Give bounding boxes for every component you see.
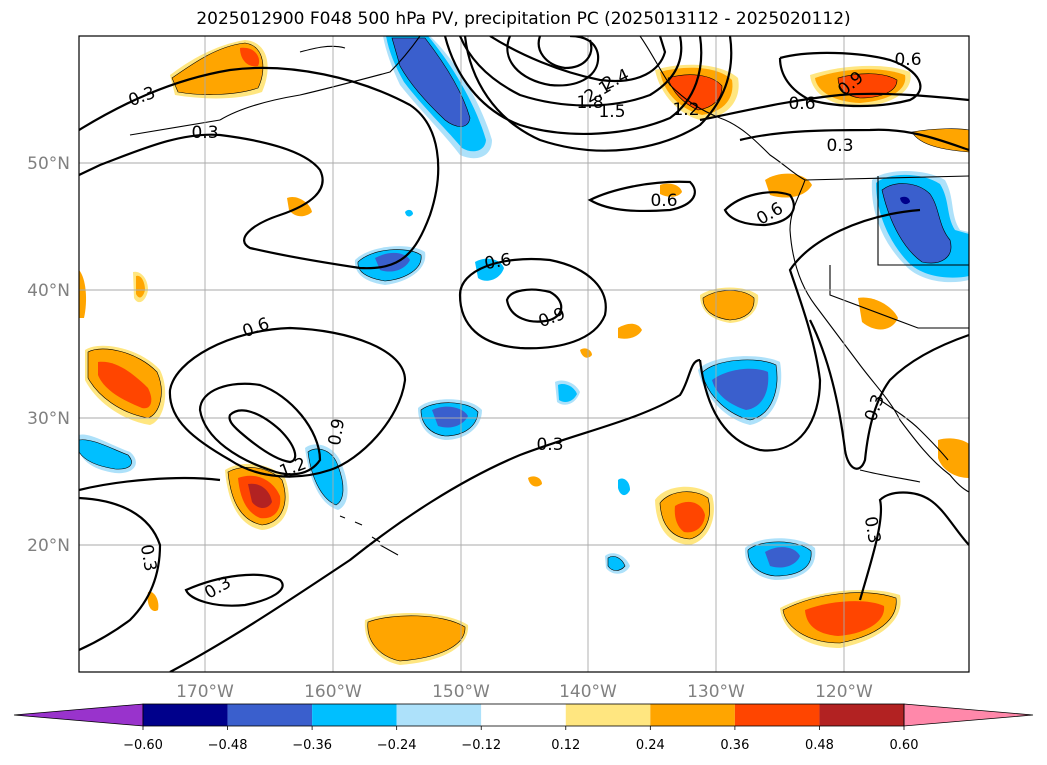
contour-label: 0.6 <box>894 50 921 70</box>
positive-anomaly-shading <box>79 40 969 665</box>
contour-label: 0.6 <box>650 191 677 211</box>
contour-label: 0.9 <box>325 417 349 447</box>
contour-label: 1.2 <box>672 100 699 120</box>
colorbar-segment <box>819 704 904 726</box>
colorbar-extend-high <box>903 703 1034 727</box>
lon-label: 120°W <box>815 682 873 702</box>
colorbar-segment <box>312 704 397 726</box>
contour-label: 0.3 <box>191 123 218 143</box>
lon-label: 170°W <box>176 682 234 702</box>
plot-area <box>79 36 969 672</box>
colorbar-segment <box>565 704 651 726</box>
colorbar <box>13 703 1034 727</box>
colorbar-frame <box>142 703 905 727</box>
contour-label: 0.6 <box>788 94 815 114</box>
pv-contours <box>79 36 969 672</box>
longitude-labels: 170°W 160°W 150°W 140°W 130°W 120°W <box>176 682 873 702</box>
lat-label: 30°N <box>27 409 70 429</box>
plot-frame <box>78 35 970 673</box>
lon-label: 140°W <box>559 682 617 702</box>
negative-anomaly-shading <box>79 36 969 580</box>
colorbar-tick-label: −0.48 <box>208 738 248 753</box>
colorbar-tick-labels: −0.60 −0.48 −0.36 −0.24 −0.12 0.12 0.24 0.36 0.4… <box>123 726 918 753</box>
latitude-labels: 50°N 40°N 30°N 20°N <box>27 154 70 556</box>
colorbar-tick-label: −0.36 <box>292 738 332 753</box>
contour-label: 0.6 <box>483 250 513 274</box>
contour-label: 0.3 <box>536 435 563 455</box>
colorbar-tick-label: −0.12 <box>461 738 501 753</box>
colorbar-segment <box>143 704 228 726</box>
contour-label: 0.3 <box>826 136 853 156</box>
contour-label: 1.5 <box>598 102 625 122</box>
contour-label: 1.8 <box>576 93 603 113</box>
colorbar-segment <box>650 704 735 726</box>
contour-label: 0.3 <box>860 515 884 545</box>
lat-label: 40°N <box>27 281 70 301</box>
colorbar-tick-label: 0.12 <box>551 738 580 753</box>
colorbar-tick-label: −0.60 <box>123 738 163 753</box>
colorbar-tick-label: 0.36 <box>720 738 749 753</box>
contour-label: 0.3 <box>136 543 160 573</box>
colorbar-tick-label: 0.24 <box>636 738 665 753</box>
lon-label: 130°W <box>687 682 745 702</box>
colorbar-segment <box>227 704 313 726</box>
colorbar-extend-low <box>13 703 144 727</box>
lat-label: 20°N <box>27 536 70 556</box>
colorbar-segment <box>396 704 482 726</box>
colorbar-segment <box>734 704 820 726</box>
colorbar-tick-label: −0.24 <box>377 738 417 753</box>
colorbar-tick-label: 0.60 <box>890 738 919 753</box>
lon-label: 160°W <box>304 682 362 702</box>
colorbar-segment <box>481 704 566 726</box>
lon-label: 150°W <box>432 682 490 702</box>
colorbar-tick-label: 0.48 <box>805 738 834 753</box>
chart-title: 2025012900 F048 500 hPa PV, precipitatio… <box>196 9 851 29</box>
lat-label: 50°N <box>27 154 70 174</box>
